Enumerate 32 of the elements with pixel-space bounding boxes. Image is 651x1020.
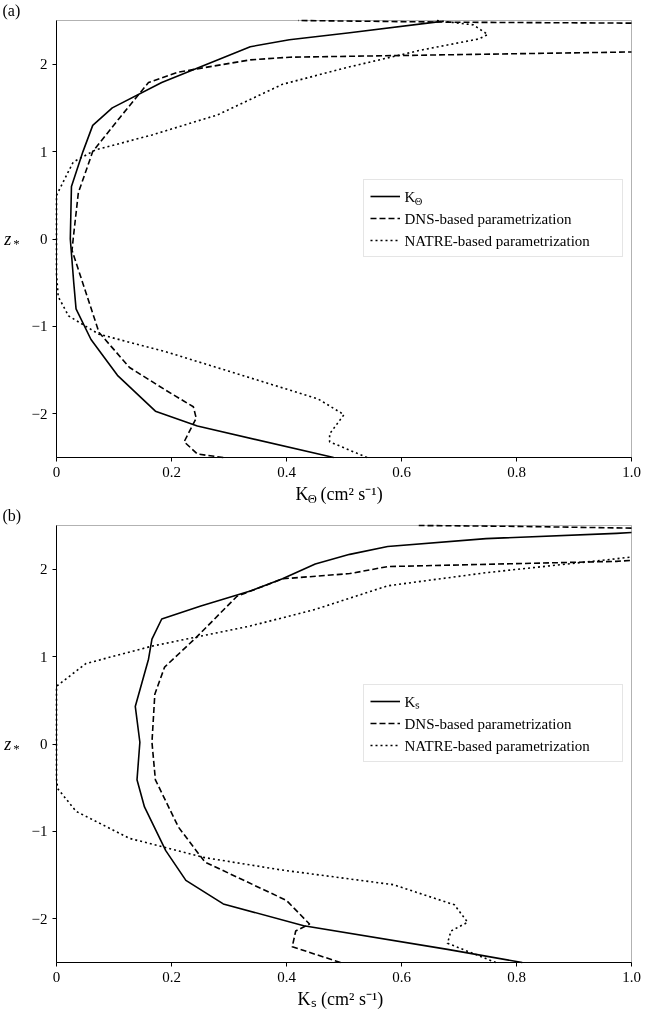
x-tick-label: 0.2 <box>162 463 181 480</box>
y-tick-label: 0 <box>40 231 48 247</box>
x-tick-label: 0.8 <box>507 463 526 480</box>
legend-label: NATRE-based parametrization <box>404 738 591 754</box>
y-axis-title: z* <box>3 229 20 252</box>
x-tick-label: 0 <box>52 463 61 480</box>
x-tick-label: 0.8 <box>507 968 526 985</box>
x-axis-title: Kₛ (cm² s⁻¹) <box>297 988 384 1010</box>
legend-label: DNS-based parametrization <box>404 211 573 227</box>
legend-label: Kₛ <box>404 694 421 710</box>
legend-label: DNS-based parametrization <box>404 716 573 732</box>
y-tick-label: 2 <box>40 56 48 73</box>
legend-label: NATRE-based parametrization <box>404 233 591 249</box>
x-tick-label: 0.4 <box>277 968 297 985</box>
chart-title: (a) <box>2 2 21 20</box>
x-tick-label: 1.0 <box>622 463 641 480</box>
y-tick-label: 0 <box>40 736 48 752</box>
x-tick-label: 0.4 <box>277 463 297 480</box>
y-tick-label: −2 <box>31 910 48 927</box>
x-tick-label: 0.6 <box>392 463 412 480</box>
y-tick-label: −1 <box>31 823 48 840</box>
y-tick-label: −1 <box>31 318 48 335</box>
y-tick-label: 2 <box>40 561 48 578</box>
y-axis-title: z* <box>3 734 20 757</box>
x-tick-label: 0 <box>52 968 61 985</box>
chart-title: (b) <box>2 507 22 525</box>
x-tick-label: 0.2 <box>162 968 181 985</box>
y-tick-label: 1 <box>40 648 48 665</box>
y-tick-label: −2 <box>31 405 48 422</box>
y-tick-label: 1 <box>40 143 48 160</box>
x-tick-label: 0.6 <box>392 968 412 985</box>
x-tick-label: 1.0 <box>622 968 641 985</box>
